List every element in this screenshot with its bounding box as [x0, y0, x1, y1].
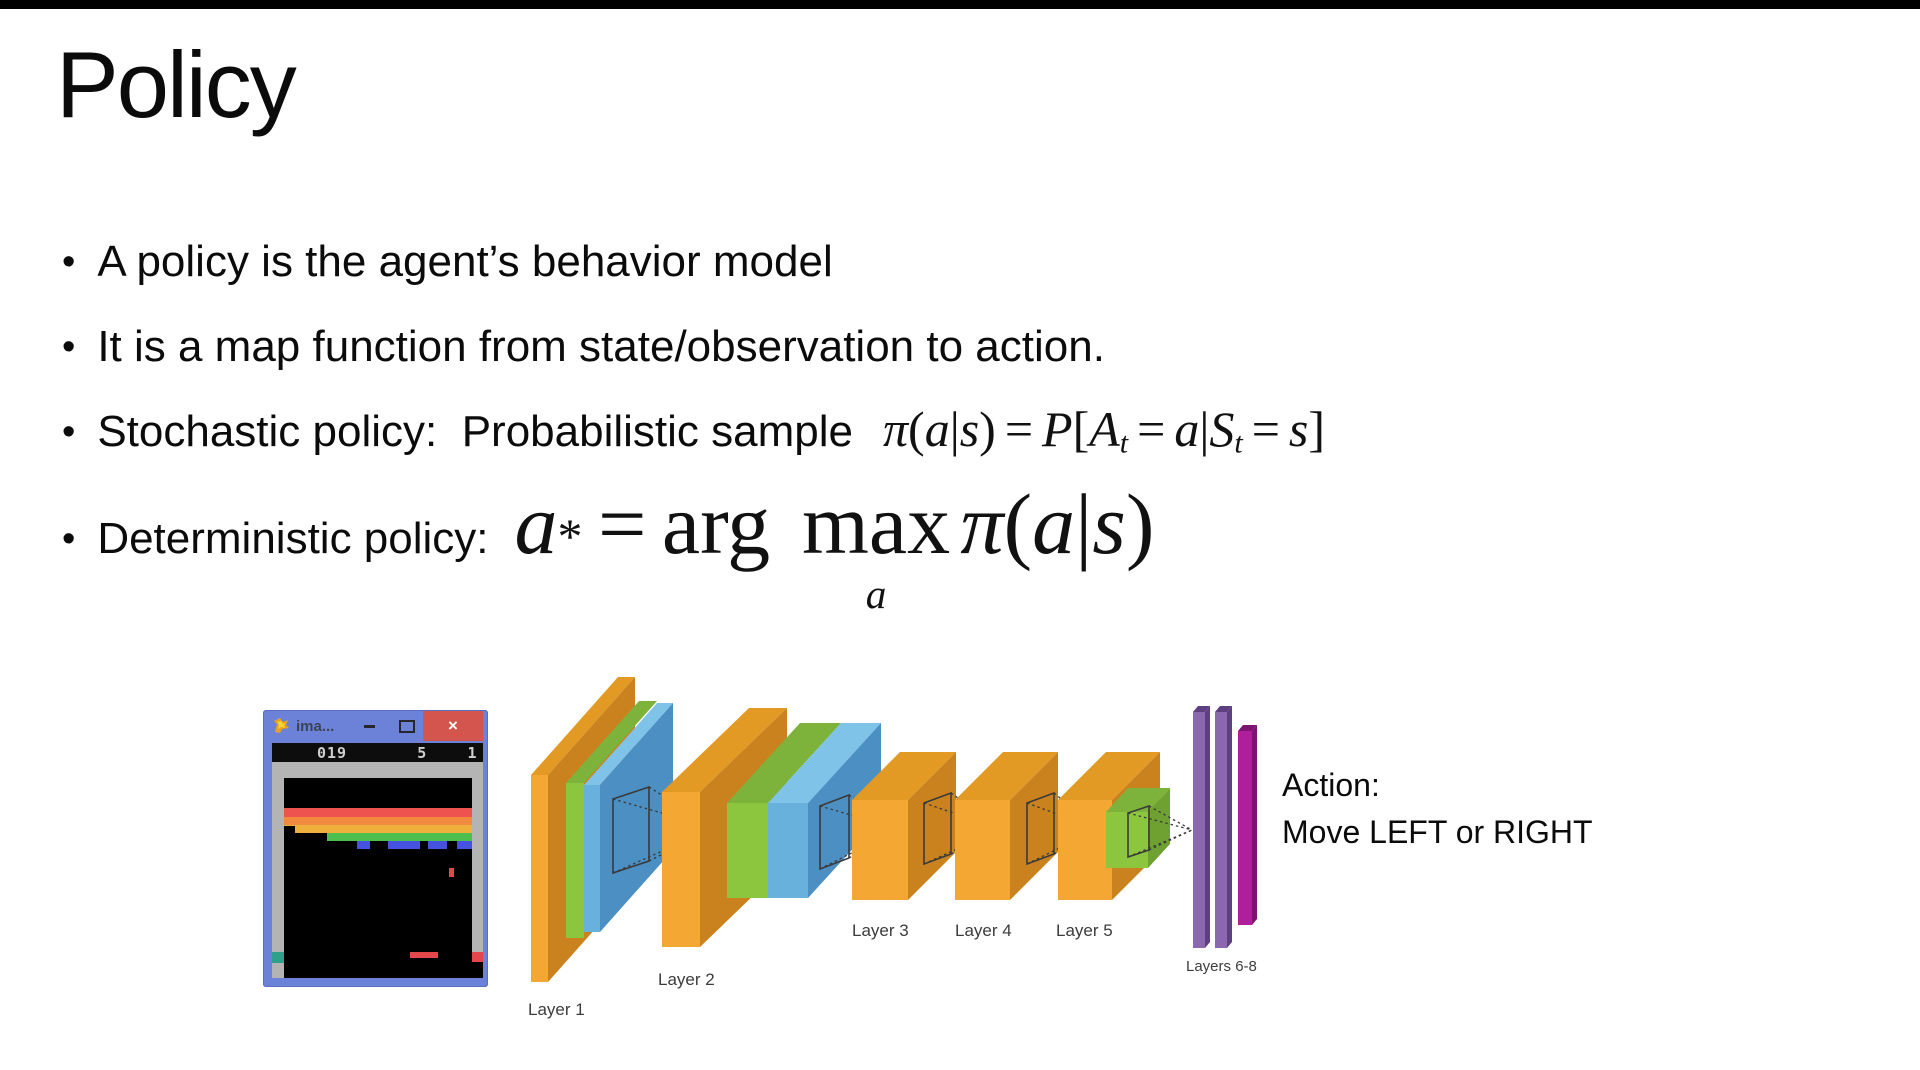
layer1-green-top — [566, 701, 657, 783]
fc-bar1 — [1193, 712, 1205, 948]
bullet-1: • A policy is the agent’s behavior model — [62, 237, 833, 287]
fc-bar3-top — [1238, 725, 1257, 731]
layer1-slab-top — [531, 677, 635, 775]
brick-row-green — [284, 833, 472, 841]
close-button[interactable]: × — [423, 711, 483, 741]
app-icon — [274, 718, 289, 733]
layer1-green-front — [566, 783, 584, 938]
destroyed-bricks — [284, 826, 295, 849]
fc-bar2-top — [1215, 706, 1232, 712]
bullet-marker: • — [62, 326, 76, 368]
layer2-slab-front — [662, 792, 700, 947]
bullet-marker: • — [62, 241, 76, 283]
bullet-2-text: It is a map function from state/observat… — [97, 322, 1105, 371]
layer-label-1: Layer 1 — [528, 1000, 585, 1019]
bullet-3-text: Stochastic policy: Probabilistic sample — [97, 407, 853, 456]
layer4-slab-side — [1010, 752, 1058, 900]
bullet-2: • It is a map function from state/observ… — [62, 322, 1105, 372]
playfield — [284, 778, 472, 978]
layer-label-5: Layer 5 — [1056, 921, 1113, 940]
layer5-slab-front — [1058, 800, 1112, 900]
close-icon: × — [448, 716, 458, 735]
layer-label-3: Layer 3 — [852, 921, 909, 940]
layer1-blue-top — [584, 703, 673, 785]
layer4-slab-top — [955, 752, 1058, 800]
feature-green-front — [1106, 812, 1148, 868]
bullet-marker: • — [62, 518, 76, 560]
fc-bar1-top — [1193, 706, 1210, 712]
layer1-blue-side — [600, 703, 673, 932]
brick-row-orange — [284, 817, 472, 825]
layer2-slab-top — [662, 708, 787, 792]
paddle — [410, 952, 438, 958]
fc-bar1-side — [1205, 706, 1210, 948]
destroyed-bricks — [295, 833, 327, 849]
destroyed-bricks — [327, 841, 357, 849]
game-bezel — [272, 762, 483, 978]
fc-bar2 — [1215, 712, 1227, 948]
page-title: Policy — [56, 32, 297, 137]
window-title: ima... — [296, 717, 335, 735]
layer-label-4: Layer 4 — [955, 921, 1012, 940]
fc-bar2-side — [1227, 706, 1232, 948]
layer3-slab-top — [852, 752, 956, 800]
layer1-slab-front — [531, 775, 548, 982]
bullet-1-text: A policy is the agent’s behavior model — [97, 237, 833, 286]
layer-label-2: Layer 2 — [658, 970, 715, 989]
bullet-marker: • — [62, 411, 76, 453]
layer-label-6-8: Layers 6-8 — [1186, 958, 1257, 975]
fc-bar3-side — [1252, 725, 1257, 925]
action-annotation: Action: Move LEFT or RIGHT — [1282, 762, 1593, 856]
layer3-slab-side — [908, 752, 956, 900]
argmax-stack: max a — [802, 476, 951, 617]
cnn-diagram — [531, 677, 1257, 982]
brick-row-red — [284, 808, 472, 817]
pool2-blue-front — [768, 803, 808, 898]
layer1-blue-front — [584, 785, 600, 932]
right-wall-block — [472, 952, 483, 962]
action-line-1: Action: — [1282, 767, 1380, 803]
action-line-2: Move LEFT or RIGHT — [1282, 814, 1593, 850]
feature-green-top — [1106, 788, 1170, 812]
minimize-button[interactable] — [364, 725, 375, 728]
bullet-4: • Deterministic policy: a * = arg max a π(a | s) — [62, 474, 1155, 617]
window-titlebar[interactable]: ima... — [263, 710, 488, 742]
layer5-slab-top — [1058, 752, 1160, 800]
bullet-3: • Stochastic policy: Probabilistic sampl… — [62, 400, 1325, 461]
destroyed-bricks — [447, 841, 457, 849]
feature-green-side — [1148, 788, 1170, 868]
fc-bar3 — [1238, 731, 1252, 925]
pool2-blue-top — [768, 723, 881, 803]
score-text: 019 5 1 — [317, 744, 478, 762]
layer4-slab-front — [955, 800, 1010, 900]
brick-row-yellow — [284, 825, 472, 833]
left-wall-block — [272, 952, 284, 963]
right-wall-gap — [472, 962, 483, 978]
pool2-green-top — [727, 723, 841, 803]
top-black-bar — [0, 0, 1920, 9]
destroyed-bricks — [420, 841, 428, 849]
stochastic-policy-formula: π(a|s) = P[At = a|St = s] — [882, 401, 1326, 460]
destroyed-bricks — [370, 841, 388, 849]
atari-game-window: ima... × 019 5 1 — [263, 710, 488, 987]
pool2-green-front — [727, 803, 768, 898]
pool2-blue-side — [808, 723, 881, 898]
maximize-button[interactable] — [399, 720, 415, 733]
score-bar: 019 5 1 — [272, 743, 483, 762]
deterministic-policy-formula: a * = arg max a π(a | s) — [514, 476, 1155, 617]
ball — [449, 868, 454, 877]
layer3-slab-front — [852, 800, 908, 900]
bullet-4-text: Deterministic policy: — [97, 514, 489, 563]
